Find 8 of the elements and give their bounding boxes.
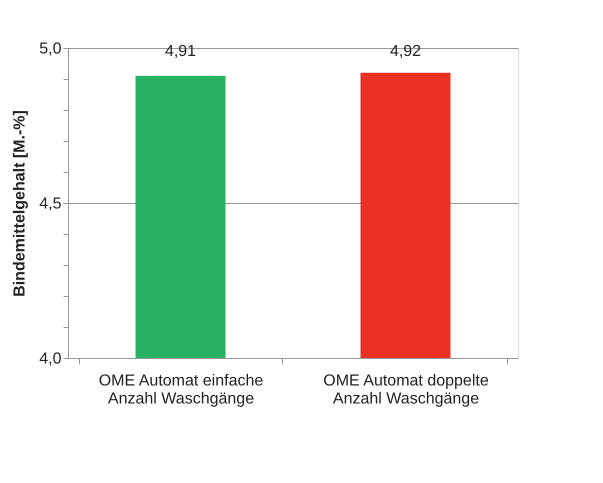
data-label: 4,92 bbox=[390, 43, 422, 60]
x-tick-label: OME Automat doppelte Anzahl Waschgänge bbox=[323, 372, 489, 408]
y-tick-label: 4,5 bbox=[39, 196, 62, 212]
y-axis-title: Bindemittelgehalt [M.-%] bbox=[11, 110, 28, 297]
x-tick-label: OME Automat einfache Anzahl Waschgänge bbox=[98, 372, 264, 408]
y-tick-label: 5,0 bbox=[39, 40, 62, 58]
data-label: 4,91 bbox=[164, 43, 196, 60]
y-tick-label: 4,0 bbox=[39, 350, 62, 368]
